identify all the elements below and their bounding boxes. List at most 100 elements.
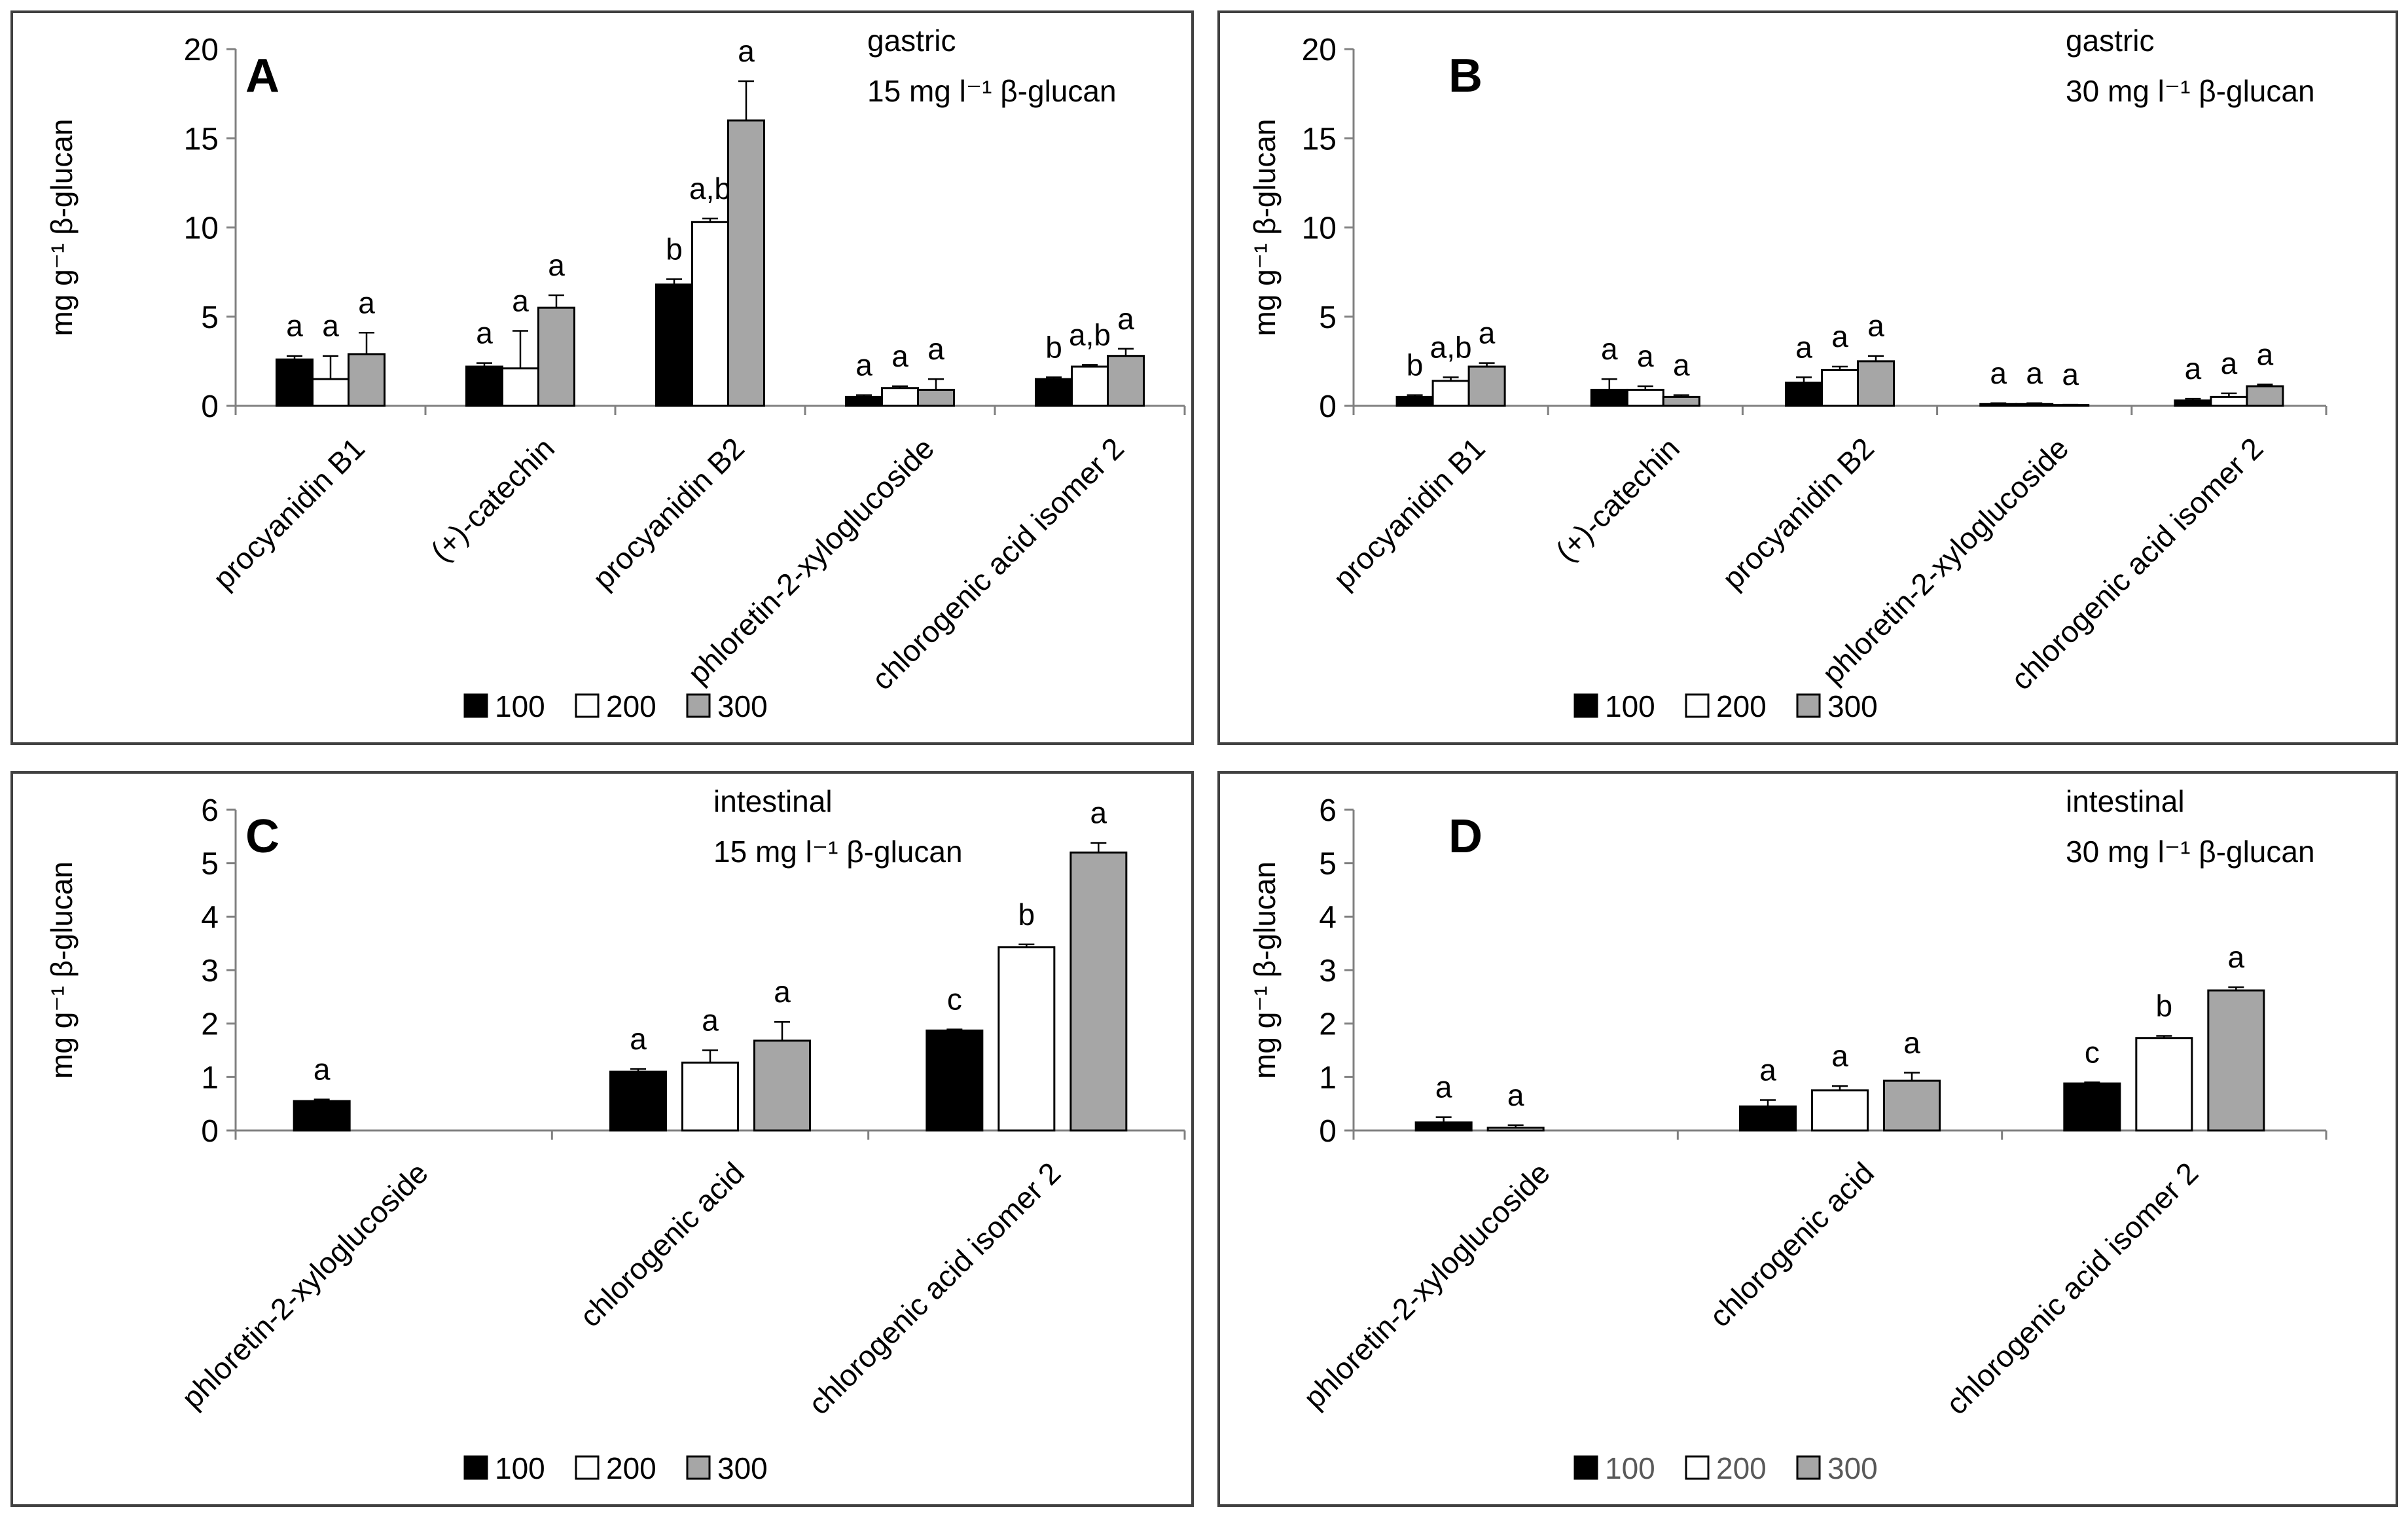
bar xyxy=(2246,385,2284,407)
bar xyxy=(1486,1127,1545,1132)
panel-letter: B xyxy=(1448,50,1483,102)
legend-swatch xyxy=(463,693,488,718)
legend-swatch xyxy=(463,1455,488,1480)
y-axis-title: mg g⁻¹ β-glucan xyxy=(1248,861,1282,1079)
bar xyxy=(2207,989,2265,1132)
significance-letter: b xyxy=(1045,330,1062,364)
y-tick-label: 1 xyxy=(201,1060,219,1095)
y-tick-label: 0 xyxy=(1319,389,1337,424)
significance-letter: b xyxy=(666,232,683,266)
category-label: procyanidin B2 xyxy=(586,431,751,596)
category-label: phloretin-2-xyloglucoside xyxy=(1297,1155,1556,1415)
legend-label: 100 xyxy=(495,1451,545,1485)
bar xyxy=(348,353,386,407)
bar xyxy=(655,283,693,407)
y-axis-title: mg g⁻¹ β-glucan xyxy=(1248,119,1282,336)
y-tick-label: 20 xyxy=(184,33,219,67)
significance-letter: a xyxy=(927,332,944,366)
significance-letter: a xyxy=(476,316,493,350)
significance-letter: b xyxy=(1018,897,1035,931)
significance-letter: a xyxy=(1090,796,1107,830)
legend-swatch xyxy=(575,1455,600,1480)
bar xyxy=(1883,1079,1941,1132)
legend-label: 200 xyxy=(1716,689,1767,723)
significance-letter: a xyxy=(1831,1039,1848,1073)
concentration-label: 15 mg l⁻¹ β-glucan xyxy=(713,835,963,869)
y-tick-label: 2 xyxy=(1319,1007,1337,1042)
legend-label: 200 xyxy=(1716,1451,1767,1485)
bar xyxy=(1979,403,2018,407)
legend-label: 300 xyxy=(1827,1451,1878,1485)
legend-label: 100 xyxy=(1605,689,1655,723)
significance-letter: a xyxy=(702,1003,719,1038)
significance-letter: a,b xyxy=(689,172,731,206)
legend-swatch xyxy=(686,693,711,718)
bar xyxy=(1857,360,1895,407)
significance-letter: a,b xyxy=(1069,317,1111,352)
phase-label: gastric xyxy=(2066,24,2154,58)
legend-swatch xyxy=(1573,1455,1598,1480)
bar xyxy=(681,1061,739,1132)
significance-letter: c xyxy=(947,983,962,1017)
bar xyxy=(1069,851,1128,1132)
significance-letter: a xyxy=(1117,302,1134,336)
bar xyxy=(727,119,765,407)
y-tick-label: 10 xyxy=(1302,211,1337,246)
y-tick-label: 5 xyxy=(1319,847,1337,882)
bar xyxy=(465,365,503,407)
bar xyxy=(1811,1089,1869,1132)
significance-letter: a xyxy=(1903,1026,1920,1060)
concentration-label: 30 mg l⁻¹ β-glucan xyxy=(2066,835,2315,869)
bar xyxy=(691,221,729,407)
y-tick-label: 10 xyxy=(184,211,219,246)
legend-swatch xyxy=(575,693,600,718)
bar xyxy=(1821,369,1859,407)
bar xyxy=(293,1100,351,1132)
significance-letter: a xyxy=(2026,356,2043,390)
panel-letter: A xyxy=(245,50,279,102)
legend-swatch xyxy=(1796,1455,1821,1480)
significance-letter: a xyxy=(2062,357,2079,391)
significance-letter: c xyxy=(2085,1036,2100,1070)
bar xyxy=(1739,1105,1797,1132)
significance-letter: a xyxy=(891,339,908,373)
phase-label: intestinal xyxy=(713,784,833,818)
concentration-label: 30 mg l⁻¹ β-glucan xyxy=(2066,74,2315,108)
legend-swatch xyxy=(1573,693,1598,718)
bar xyxy=(501,367,539,407)
legend-label: 300 xyxy=(717,689,768,723)
concentration-label: 15 mg l⁻¹ β-glucan xyxy=(867,74,1117,108)
significance-letter: a xyxy=(1759,1053,1776,1087)
significance-letter: a xyxy=(1795,330,1812,364)
y-tick-label: 0 xyxy=(201,389,219,424)
legend-swatch xyxy=(1685,1455,1710,1480)
significance-letter: a xyxy=(855,348,872,382)
significance-letter: a xyxy=(512,284,529,318)
phase-label: gastric xyxy=(867,24,956,58)
bar xyxy=(1395,395,1434,407)
y-tick-label: 5 xyxy=(1319,300,1337,335)
legend-swatch xyxy=(1796,693,1821,718)
significance-letter: a xyxy=(1831,319,1848,353)
significance-letter: a xyxy=(1507,1078,1524,1112)
y-tick-label: 15 xyxy=(184,122,219,156)
y-tick-label: 3 xyxy=(201,954,219,988)
y-tick-label: 4 xyxy=(1319,900,1337,935)
y-tick-label: 5 xyxy=(201,847,219,882)
legend-label: 300 xyxy=(717,1451,768,1485)
significance-letter: a xyxy=(1435,1070,1452,1104)
significance-letter: a xyxy=(2228,940,2245,974)
bar xyxy=(1662,395,1700,407)
bar xyxy=(845,395,883,407)
bar xyxy=(1431,380,1470,407)
significance-letter: a xyxy=(322,309,339,343)
significance-letter: a xyxy=(738,34,755,68)
bar xyxy=(609,1070,667,1132)
bar xyxy=(276,358,314,407)
